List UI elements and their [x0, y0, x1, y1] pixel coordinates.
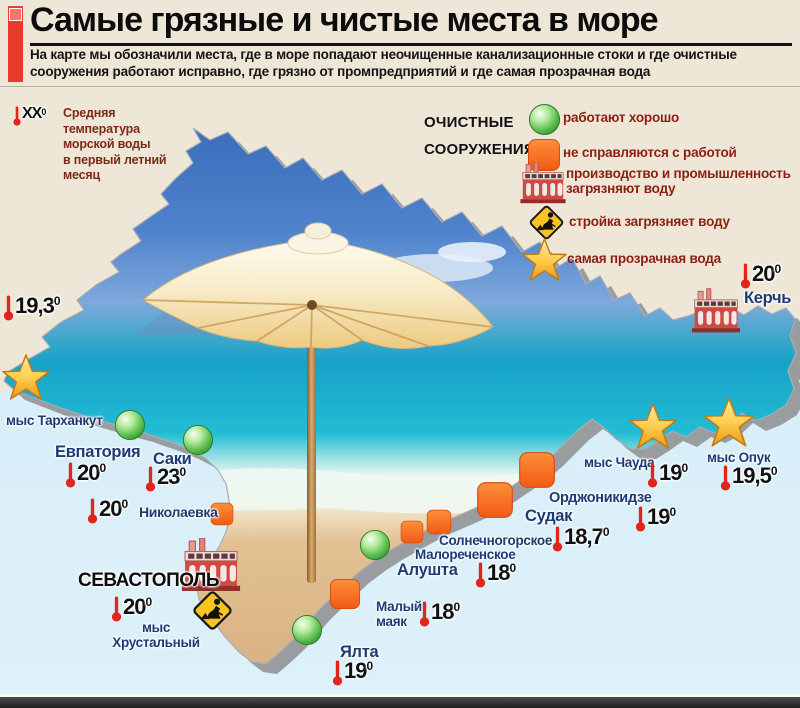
temperature-reading-sevastopol: 20 0: [110, 595, 152, 623]
place-label-yalta: Ялта: [340, 643, 379, 661]
thermometer-icon: [13, 106, 21, 126]
temperature-reading-maly-mayak: 18 0: [418, 600, 460, 628]
umbrella-finial: [304, 222, 332, 240]
thermometer-icon: [419, 601, 430, 627]
legend-item-label: не справляются с работой: [563, 145, 737, 160]
thermometer-icon: [3, 295, 14, 321]
orange-square-icon: [426, 509, 452, 535]
subtitle-line1: На карте мы обозначили места, где в море…: [30, 47, 737, 62]
star-icon: [703, 397, 755, 447]
temperature-reading-chauda: 19 0: [646, 461, 688, 489]
thermometer-icon: [475, 562, 486, 588]
place-label-kerch: Керчь: [744, 289, 792, 307]
place-label-alushta: Алушта: [397, 561, 458, 579]
thermometer-icon: [635, 506, 646, 532]
green-circle-icon: [291, 614, 323, 646]
legend-item-label: производство и промышленность загрязняют…: [566, 166, 791, 196]
avg-temp-legend-symbol: XX 0: [12, 105, 46, 127]
orange-square-icon: [329, 578, 361, 610]
thermometer-icon: [111, 596, 122, 622]
bottom-bar: [0, 697, 800, 708]
temperature-value: XX: [22, 105, 42, 122]
star-icon: [2, 354, 50, 400]
place-label-evpatoria: Евпатория: [55, 443, 141, 461]
place-label-saki: Саки: [153, 450, 192, 468]
place-label-sudak: Судак: [525, 507, 573, 525]
temperature-reading-yalta: 19 0: [331, 659, 373, 687]
temperature-reading-kerch: 20 0: [739, 262, 781, 290]
degree-sign: 0: [41, 107, 47, 117]
cloud: [438, 242, 506, 262]
place-label-malorechenskoe: Малореченское: [415, 547, 516, 562]
subtitle-line2: сооружения работают исправно, где грязно…: [30, 64, 651, 79]
temperature-reading-evpatoria: 20 0: [64, 461, 106, 489]
place-label-ordzhonikidze: Орджоникидзе: [549, 490, 652, 506]
temperature-reading-saki: 23 0: [144, 465, 186, 493]
header: Самые грязные и чистые места в море На к…: [0, 0, 800, 88]
place-label-nikolaevka: Николаевка: [139, 504, 218, 520]
green-circle-icon: [528, 103, 561, 136]
temperature-reading-nikolaevka: 20 0: [86, 497, 128, 525]
temperature-reading-sudak: 18,7 0: [551, 525, 610, 553]
place-label-khrustalny: мыс Хрустальный: [112, 620, 200, 650]
umbrella-ribs: [142, 299, 494, 348]
legend-item-label: самая прозрачная вода: [567, 251, 721, 266]
place-label-chauda: мыс Чауда: [584, 455, 655, 470]
thermometer-icon: [552, 526, 563, 552]
header-divider: [0, 86, 800, 87]
factory-icon: [519, 162, 567, 204]
orange-square-icon: [519, 452, 555, 488]
green-circle-icon: [359, 529, 391, 561]
place-label-maly-mayak: Малый маяк: [376, 599, 422, 629]
temperature-reading-alushta: 18 0: [474, 561, 516, 589]
green-circle-icon: [114, 409, 146, 441]
subtitle: На карте мы обозначили места, где в море…: [30, 46, 796, 80]
red-bar-notch: [9, 8, 22, 21]
thermometer-icon: [332, 660, 343, 686]
star-icon: [522, 238, 567, 281]
place-label-solnechnogorskoe: Солнечногорское: [439, 533, 553, 548]
place-label-opuk: мыс Опук: [707, 450, 771, 465]
temperature-reading-opuk: 19,5 0: [719, 464, 778, 492]
temperature-reading-tarkhankut: 19,3 0: [2, 294, 61, 322]
temperature-reading-ordzhonikidze: 19 0: [634, 505, 676, 533]
thermometer-icon: [720, 465, 731, 491]
thermometer-icon: [145, 466, 156, 492]
avg-temp-legend-text: Средняя температура морской воды в первы…: [63, 106, 167, 182]
legend-item-label: стройка загрязняет воду: [569, 214, 730, 229]
bottom-white-strip: [0, 694, 800, 697]
legend-heading: ОЧИСТНЫЕ СООРУЖЕНИЯ: [424, 114, 535, 158]
red-accent-bar: [8, 6, 23, 82]
umbrella-hub: [307, 300, 317, 310]
orange-square-icon: [400, 520, 424, 544]
thermometer-icon: [87, 498, 98, 524]
thermometer-icon: [647, 462, 658, 488]
place-label-sevastopol: СЕВАСТОПОЛЬ: [78, 570, 220, 591]
factory-icon: [692, 288, 740, 333]
legend-item-label: работают хорошо: [563, 110, 680, 125]
thermometer-icon: [65, 462, 76, 488]
star-icon: [629, 403, 677, 449]
page-title: Самые грязные и чистые места в море: [30, 1, 792, 46]
umbrella-pole: [307, 298, 316, 583]
place-label-tarkhankut: мыс Тарханкут: [6, 413, 103, 428]
orange-square-icon: [477, 482, 513, 518]
thermometer-icon: [740, 263, 751, 289]
beach-umbrella: [142, 222, 494, 583]
